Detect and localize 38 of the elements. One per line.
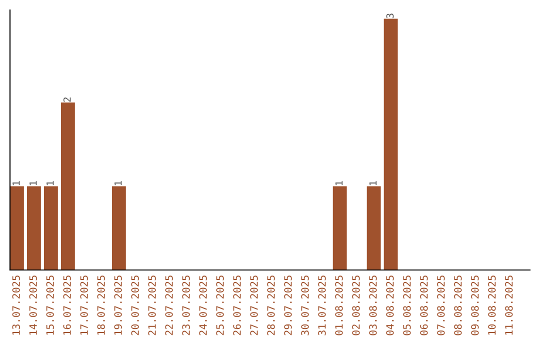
- data-label: 1: [46, 181, 54, 186]
- x-tick-label: 24.07.2025: [199, 276, 207, 336]
- x-tick-label: 18.07.2025: [97, 276, 105, 335]
- x-tick-label: 31.07.2025: [318, 276, 326, 336]
- x-tick-label: 27.07.2025: [250, 276, 258, 336]
- x-tick-label: 15.07.2025: [46, 276, 54, 335]
- x-tick-label: 10.08.2025: [488, 276, 496, 335]
- x-tick-label: 21.07.2025: [148, 276, 156, 336]
- data-label: 2: [63, 98, 71, 102]
- x-tick-label: 11.08.2025: [505, 276, 513, 335]
- x-tick-label: 13.07.2025: [12, 276, 20, 335]
- x-tick-label: 05.08.2025: [403, 276, 411, 336]
- x-tick-label: 08.08.2025: [454, 276, 462, 336]
- x-tick-label: 06.08.2025: [420, 276, 428, 336]
- x-tick-label: 28.07.2025: [267, 276, 275, 336]
- x-tick-label: 02.08.2025: [352, 276, 360, 336]
- data-label: 1: [114, 181, 122, 186]
- x-tick-label: 03.08.2025: [369, 276, 377, 336]
- x-tick-label: 04.08.2025: [386, 276, 394, 336]
- x-tick-label: 16.07.2025: [63, 276, 71, 335]
- data-label: 1: [12, 181, 20, 186]
- x-tick-label: 30.07.2025: [301, 276, 309, 336]
- x-tick-label: 23.07.2025: [182, 276, 190, 336]
- x-tick-label: 09.08.2025: [471, 276, 479, 336]
- x-tick-label: 22.07.2025: [165, 276, 173, 336]
- x-tick-label: 26.07.2025: [233, 276, 241, 336]
- x-tick-label: 14.07.2025: [29, 276, 37, 335]
- data-label: 1: [30, 181, 37, 186]
- data-label: 1: [335, 181, 343, 186]
- data-label: 1: [369, 181, 377, 186]
- x-tick-label: 01.08.2025: [335, 276, 343, 336]
- x-tick-label: 17.07.2025: [80, 276, 88, 335]
- x-tick-label: 25.07.2025: [216, 276, 224, 336]
- x-tick-label: 29.07.2025: [284, 276, 292, 336]
- x-tick-label: 19.07.2025: [114, 276, 122, 335]
- x-tick-label: 07.08.2025: [437, 276, 445, 336]
- data-label: 3: [386, 14, 394, 18]
- x-tick-label: 20.07.2025: [131, 276, 139, 336]
